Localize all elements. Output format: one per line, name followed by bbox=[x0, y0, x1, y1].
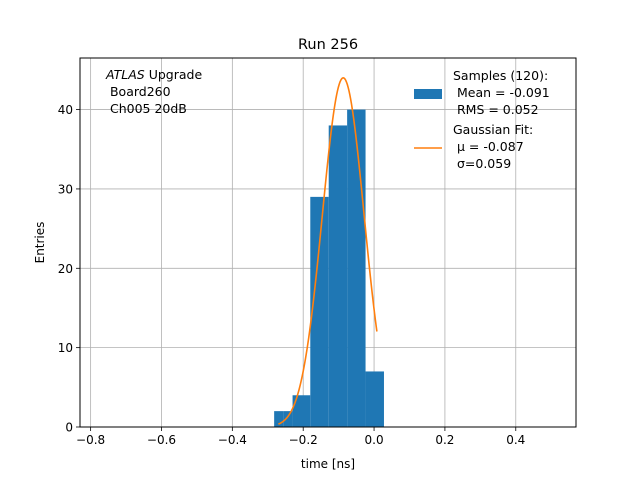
y-tick-label: 20 bbox=[58, 262, 73, 276]
annotation-rest: Upgrade bbox=[145, 67, 203, 82]
legend-swatch-samples bbox=[414, 89, 442, 99]
annotation-italic-word: ATLAS bbox=[105, 67, 145, 82]
legend: Samples (120): Mean = -0.091 RMS = 0.052… bbox=[414, 68, 550, 171]
x-tick-label: −0.4 bbox=[218, 433, 247, 447]
plot-frame bbox=[79, 57, 577, 428]
legend-fit-line-2: μ = -0.087 bbox=[453, 139, 524, 154]
annotation-line-2: Board260 bbox=[106, 84, 171, 99]
histogram-bar bbox=[310, 196, 329, 427]
x-tick-label: 0.2 bbox=[435, 433, 454, 447]
axis-ticks: −0.8 −0.6 −0.4 −0.2 0.0 0.2 0.4 0 10 20 30 40 bbox=[58, 103, 526, 447]
plot-area: −0.8 −0.6 −0.4 −0.2 0.0 0.2 0.4 0 10 20 30 40 bbox=[58, 57, 577, 447]
legend-samples-line-2: Mean = -0.091 bbox=[453, 85, 550, 100]
annotation-block: ATLAS Upgrade Board260 Ch005 20dB bbox=[105, 67, 202, 116]
legend-samples-line-1: Samples (120): bbox=[453, 68, 548, 83]
x-axis-label: time [ns] bbox=[301, 457, 355, 471]
annotation-line-3: Ch005 20dB bbox=[106, 101, 187, 116]
x-tick-label: 0.4 bbox=[506, 433, 525, 447]
histogram-bar bbox=[347, 109, 366, 428]
y-tick-label: 0 bbox=[65, 421, 73, 435]
annotation-line-1: ATLAS Upgrade bbox=[105, 67, 202, 82]
gaussian-fit-line bbox=[278, 76, 378, 425]
histogram-bar bbox=[292, 395, 311, 427]
x-tick-label: −0.8 bbox=[76, 433, 105, 447]
legend-fit-line-3: σ=0.059 bbox=[453, 156, 511, 171]
histogram-bar bbox=[365, 371, 384, 427]
histogram-bar bbox=[274, 411, 284, 427]
histogram-bar bbox=[283, 411, 293, 427]
legend-samples-line-3: RMS = 0.052 bbox=[453, 102, 539, 117]
x-tick-label: 0.0 bbox=[365, 433, 384, 447]
x-tick-label: −0.2 bbox=[289, 433, 318, 447]
legend-fit-line-1: Gaussian Fit: bbox=[453, 122, 533, 137]
histogram-bar bbox=[328, 125, 348, 428]
y-axis-label: Entries bbox=[33, 222, 47, 264]
y-tick-label: 40 bbox=[58, 103, 73, 117]
x-tick-label: −0.6 bbox=[147, 433, 176, 447]
y-tick-label: 10 bbox=[58, 341, 73, 355]
chart-title: Run 256 bbox=[298, 37, 358, 53]
y-tick-label: 30 bbox=[58, 182, 73, 196]
